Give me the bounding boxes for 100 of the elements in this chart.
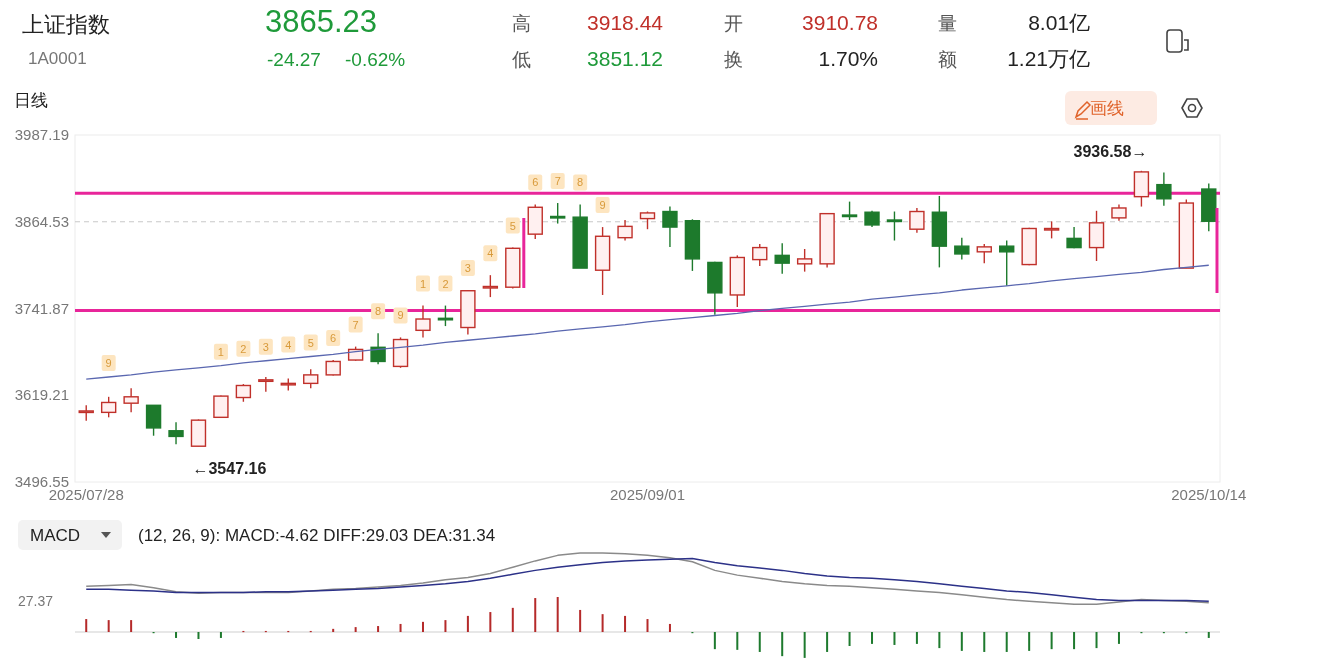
bar xyxy=(534,598,537,632)
annotation: 2 xyxy=(442,277,449,290)
annotation: 4 xyxy=(285,338,292,351)
candlestick xyxy=(796,248,813,273)
annotation: 9 xyxy=(105,357,112,370)
annotation: 7 xyxy=(352,318,359,331)
annotation: 6 xyxy=(532,176,539,189)
annotation: 2 xyxy=(240,342,247,355)
y-tick-label: 3619.21 xyxy=(14,386,69,404)
bar xyxy=(871,632,874,644)
candlestick xyxy=(168,421,184,445)
bar xyxy=(421,621,424,632)
annotation: 3936.58→ xyxy=(1073,142,1148,160)
bar xyxy=(175,632,178,638)
bar xyxy=(826,632,829,652)
bar xyxy=(938,632,941,649)
text: 开 xyxy=(724,13,743,34)
chart-subtitle: (12, 26, 9): MACD:-4.62 DIFF:29.03 DEA:31.34 xyxy=(138,526,496,545)
annotation: 4 xyxy=(487,247,494,260)
bar xyxy=(1073,632,1076,650)
candlestick xyxy=(999,239,1015,287)
text: -24.27 xyxy=(267,49,321,70)
annotation: 7 xyxy=(554,175,561,188)
bar xyxy=(1005,632,1008,652)
candlestick xyxy=(100,396,117,419)
bar xyxy=(983,632,986,652)
annotation: 3 xyxy=(464,262,471,275)
candlestick xyxy=(909,207,925,234)
bar xyxy=(377,626,380,632)
bar xyxy=(601,614,604,632)
annotation: 6 xyxy=(330,332,337,345)
text: 3851.12 xyxy=(587,47,663,70)
chart-title: 日线 xyxy=(14,91,48,110)
bar xyxy=(758,632,761,652)
text: 3910.78 xyxy=(802,11,878,34)
annotation: 1 xyxy=(217,345,224,358)
candlestick xyxy=(976,243,992,264)
bar xyxy=(489,612,492,632)
line-series xyxy=(85,264,1210,380)
text: -0.62% xyxy=(345,49,406,70)
y-tick-label: 3987.19 xyxy=(14,126,69,143)
candlestick xyxy=(370,332,386,365)
x-tick-label: 2025/09/01 xyxy=(609,486,686,503)
text: 3918.44 xyxy=(587,11,664,34)
candlestick xyxy=(258,376,274,393)
text: 27.37 xyxy=(18,593,54,609)
candlestick xyxy=(886,210,903,242)
y-tick-label: 3741.87 xyxy=(14,299,69,317)
bar xyxy=(130,620,133,632)
bar xyxy=(354,627,357,632)
bar xyxy=(915,632,918,644)
candlestick xyxy=(145,404,162,437)
candlestick xyxy=(841,200,858,221)
bar xyxy=(736,632,739,650)
bar xyxy=(466,615,469,632)
candlestick xyxy=(617,219,633,242)
bar xyxy=(219,632,222,638)
text: 1.70% xyxy=(818,47,878,70)
text: 高 xyxy=(512,13,531,34)
bar xyxy=(1050,632,1053,650)
bar xyxy=(399,623,402,632)
bar xyxy=(444,620,447,632)
annotation: 9 xyxy=(599,199,606,212)
candlestick xyxy=(662,205,678,248)
text: 低 xyxy=(512,49,531,70)
candlestick xyxy=(482,274,499,298)
text: 1.21万亿 xyxy=(1007,47,1090,70)
bar xyxy=(85,619,88,632)
bar xyxy=(960,632,963,651)
annotation: 8 xyxy=(375,305,382,318)
candlestick xyxy=(774,242,790,275)
candlestick xyxy=(954,236,970,261)
bar xyxy=(803,632,806,658)
candlestick xyxy=(1156,171,1172,207)
bar xyxy=(1028,632,1031,651)
annotation: 3 xyxy=(262,340,269,353)
annotation: 8 xyxy=(577,176,584,189)
annotation: 9 xyxy=(397,309,404,322)
annotation: 5 xyxy=(509,219,516,232)
text: 上证指数 xyxy=(22,12,110,37)
text: 1A0001 xyxy=(28,49,87,68)
bar xyxy=(1207,632,1210,638)
x-tick-label: 2025/10/14 xyxy=(1171,486,1247,503)
bar xyxy=(197,632,200,639)
bar xyxy=(781,632,784,657)
candlestick xyxy=(303,368,319,390)
candlestick xyxy=(437,304,454,327)
bar xyxy=(1117,632,1120,644)
bar xyxy=(668,623,671,632)
y-tick-label: 3864.53 xyxy=(14,212,69,230)
bar xyxy=(332,628,335,632)
bar xyxy=(646,619,649,632)
annotation: ←3547.16 xyxy=(192,460,267,478)
text: 3865.23 xyxy=(265,4,378,39)
candlestick xyxy=(415,304,431,339)
chart-title: MACD xyxy=(30,526,81,545)
bar xyxy=(107,620,110,632)
bar xyxy=(893,632,896,645)
text: 8.01亿 xyxy=(1028,11,1090,34)
bar xyxy=(579,609,582,632)
